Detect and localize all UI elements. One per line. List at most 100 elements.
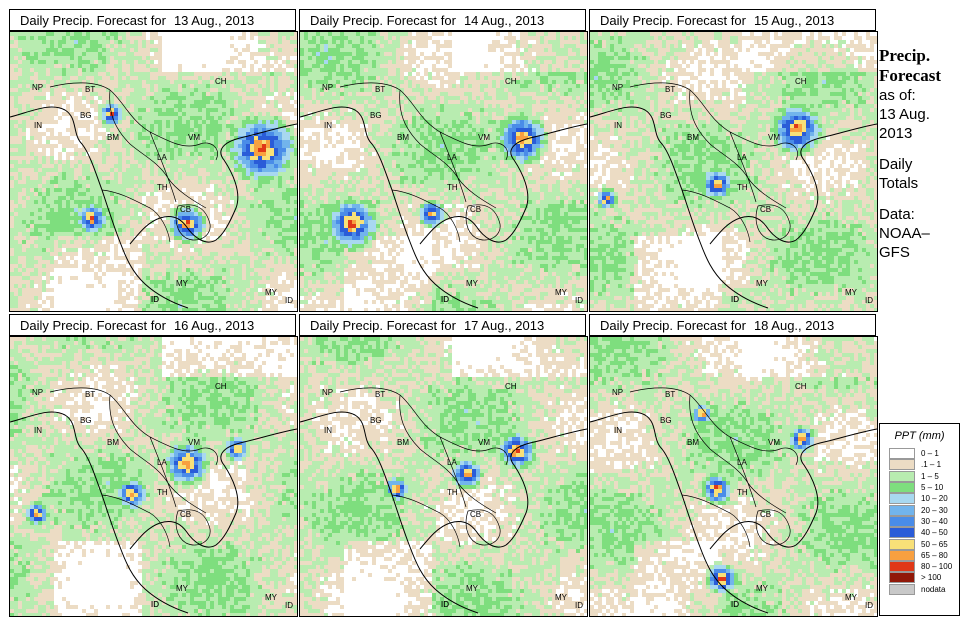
legend-title: PPT (mm) — [880, 430, 959, 442]
legend-item: 30 – 40 — [880, 515, 959, 527]
legend-swatch — [889, 527, 915, 539]
panel-title: Daily Precip. Forecast for 17 Aug., 2013 — [299, 314, 586, 336]
country-label: TH — [447, 183, 458, 192]
country-label: BT — [85, 85, 95, 94]
country-label: VM — [478, 438, 490, 447]
panel-title: Daily Precip. Forecast for 13 Aug., 2013 — [9, 9, 296, 31]
legend-item: 50 – 65 — [880, 538, 959, 550]
country-label: BG — [80, 111, 92, 120]
country-label: BM — [687, 133, 699, 142]
country-label: IN — [614, 121, 622, 130]
precip-map: NP BT BG IN BM CH VM LA TH CB ID MY ID MY ID — [589, 336, 878, 617]
country-label: MY — [756, 584, 769, 593]
legend-label: 0 – 1 — [921, 449, 939, 458]
legend-label: 40 – 50 — [921, 528, 948, 537]
country-label: TH — [157, 488, 168, 497]
legend-swatch — [889, 515, 915, 527]
country-border — [629, 82, 798, 243]
country-label: CB — [470, 510, 481, 519]
precip-map: NP BT BG IN BM CH VM LA TH CB ID MY ID MY ID — [299, 336, 588, 617]
legend-swatch — [889, 572, 915, 584]
legend-label: > 100 — [921, 573, 941, 582]
legend-item: .1 – 1 — [880, 459, 959, 471]
country-label: BG — [80, 416, 92, 425]
legend-label: 20 – 30 — [921, 506, 948, 515]
sidebar-daily-2: Totals — [879, 174, 965, 193]
legend-item: 40 – 50 — [880, 527, 959, 539]
country-label: CH — [795, 382, 807, 391]
legend-swatch — [889, 459, 915, 471]
sidebar-title-2: Forecast — [879, 66, 965, 86]
country-border — [49, 387, 218, 548]
country-label: BM — [107, 133, 119, 142]
legend-item: 1 – 5 — [880, 470, 959, 482]
country-label: BG — [660, 416, 672, 425]
forecast-panel-4: Daily Precip. Forecast for 16 Aug., 2013 … — [9, 314, 298, 617]
country-label: NP — [32, 388, 43, 397]
country-label: LA — [447, 458, 457, 467]
country-label: CB — [180, 205, 191, 214]
sidebar-date-1: 13 Aug. — [879, 105, 965, 124]
country-label: ID — [575, 601, 583, 610]
legend-item: 5 – 10 — [880, 482, 959, 494]
legend-item: > 100 — [880, 572, 959, 584]
country-label: TH — [737, 488, 748, 497]
country-label: CH — [795, 77, 807, 86]
country-label: LA — [737, 153, 747, 162]
country-label: MY — [555, 288, 568, 297]
forecast-panel-1: Daily Precip. Forecast for 13 Aug., 2013 … — [9, 9, 298, 312]
panel-title: Daily Precip. Forecast for 16 Aug., 2013 — [9, 314, 296, 336]
country-label: NP — [612, 83, 623, 92]
country-label: ID — [151, 295, 159, 304]
country-label: ID — [731, 295, 739, 304]
country-label: BG — [660, 111, 672, 120]
legend-label: 30 – 40 — [921, 517, 948, 526]
country-label: CH — [505, 382, 517, 391]
country-label: CB — [760, 205, 771, 214]
legend-swatch — [889, 482, 915, 494]
country-label: IN — [34, 426, 42, 435]
country-label: ID — [285, 601, 293, 610]
country-label: VM — [768, 133, 780, 142]
country-label: MY — [176, 279, 189, 288]
country-border — [339, 387, 508, 548]
country-label: ID — [441, 600, 449, 609]
legend-label: .1 – 1 — [921, 460, 941, 469]
country-label: ID — [441, 600, 449, 609]
country-label: MY — [176, 584, 189, 593]
country-label: ID — [865, 296, 873, 305]
country-border — [49, 82, 218, 243]
sidebar-data-3: GFS — [879, 243, 965, 262]
legend-label: 5 – 10 — [921, 483, 943, 492]
country-label: NP — [322, 388, 333, 397]
country-label: ID — [865, 601, 873, 610]
country-label: ID — [575, 296, 583, 305]
legend-swatch — [889, 470, 915, 482]
forecast-panel-3: Daily Precip. Forecast for 15 Aug., 2013 … — [589, 9, 878, 312]
precip-map: NP BT BG IN BM CH VM LA TH CB ID MY ID MY ID — [589, 31, 878, 312]
country-label: CH — [215, 77, 227, 86]
country-label: BM — [687, 438, 699, 447]
country-label: BT — [665, 85, 675, 94]
country-label: ID — [441, 295, 449, 304]
country-label: ID — [285, 296, 293, 305]
sidebar-title-1: Precip. — [879, 46, 965, 66]
country-label: MY — [466, 584, 479, 593]
country-label: NP — [612, 388, 623, 397]
legend-swatch — [889, 561, 915, 573]
legend-swatch — [889, 448, 915, 460]
country-label: ID — [731, 295, 739, 304]
country-label: CB — [180, 510, 191, 519]
legend-item: 65 – 80 — [880, 549, 959, 561]
precip-map: NP BT BG IN BM CH VM LA TH CB ID MY ID MY ID — [299, 31, 588, 312]
country-label: MY — [845, 593, 858, 602]
country-label: MY — [466, 279, 479, 288]
country-label: IN — [34, 121, 42, 130]
country-label: BG — [370, 111, 382, 120]
forecast-panel-6: Daily Precip. Forecast for 18 Aug., 2013 … — [589, 314, 878, 617]
legend-swatch — [889, 583, 915, 595]
country-label: CB — [470, 205, 481, 214]
country-label: BT — [85, 390, 95, 399]
